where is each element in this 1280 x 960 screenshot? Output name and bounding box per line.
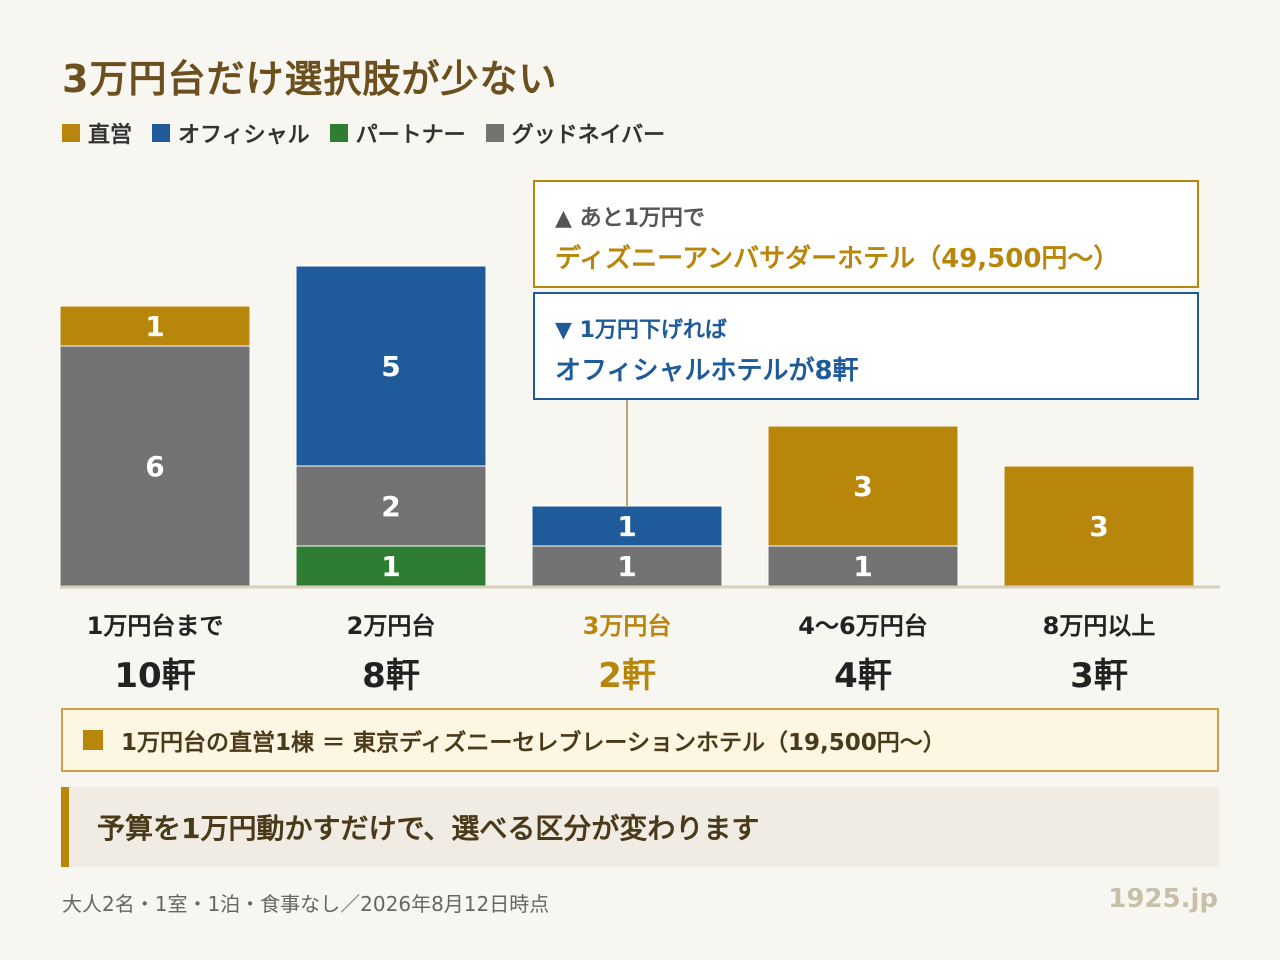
bar-segment <box>531 545 723 587</box>
note-box: 1万円台の直営1棟 ＝ 東京ディズニーセレブレーションホテル（19,500円〜） <box>61 708 1219 772</box>
legend-item-direct: 直営 <box>62 117 132 149</box>
callout-connector-line <box>626 400 628 507</box>
legend-label-good-neighbor: グッドネイバー <box>511 123 666 148</box>
bar-value-label: 1 <box>381 550 400 583</box>
legend-swatch-partner <box>329 124 348 142</box>
category-label: 2万円台 <box>346 612 436 640</box>
bar-segment <box>59 345 251 587</box>
bar-value-label: 3 <box>1089 510 1108 543</box>
bar-chart: 6 1 1 2 5 1 1 1 3 3 <box>59 265 1220 589</box>
bar-segment <box>531 505 723 547</box>
bar-value-label: 5 <box>381 350 400 383</box>
legend-swatch-good-neighbor <box>485 124 504 142</box>
chart-title: 3万円台だけ選択肢が少ない <box>62 57 558 101</box>
legend-label-direct: 直営 <box>88 123 133 148</box>
category-total: 4軒 <box>834 656 892 696</box>
callout-upgrade-detail: ディズニーアンバサダーホテル（49,500円〜） <box>555 244 1120 274</box>
legend-item-partner: パートナー <box>329 117 466 149</box>
bar-value-label: 1 <box>853 550 872 583</box>
category-label: 8万円以上 <box>1042 612 1156 640</box>
bar-value-label: 6 <box>145 450 164 483</box>
bar-value-label: 1 <box>617 550 636 583</box>
bar-value-label: 3 <box>853 470 872 503</box>
category-label: 3万円台 <box>582 612 672 640</box>
bar-segment <box>59 305 251 347</box>
legend-swatch-direct <box>62 124 80 142</box>
bar-segment <box>295 465 487 547</box>
bar-value-label: 1 <box>145 310 164 343</box>
legend-item-official: オフィシャル <box>152 117 310 149</box>
category-total: 8軒 <box>362 656 420 696</box>
callout-upgrade-heading: ▲ あと1万円で <box>555 206 705 231</box>
legend: 直営 オフィシャル パートナー グッドネイバー <box>62 118 665 148</box>
callout-downgrade-detail: オフィシャルホテルが8軒 <box>555 356 859 386</box>
category-total: 3軒 <box>1070 656 1128 696</box>
callout-upgrade: ▲ あと1万円で ディズニーアンバサダーホテル（49,500円〜） <box>533 180 1199 288</box>
bar-segment <box>1003 465 1195 587</box>
legend-item-good-neighbor: グッドネイバー <box>485 117 666 149</box>
callout-downgrade: ▼ 1万円下げれば オフィシャルホテルが8軒 <box>533 292 1199 400</box>
category-label: 1万円台まで <box>86 612 224 640</box>
legend-swatch-official <box>152 124 171 142</box>
category-total: 2軒 <box>598 656 656 696</box>
bar-value-label: 1 <box>617 510 636 543</box>
category-label: 4〜6万円台 <box>798 612 928 640</box>
category-total: 10軒 <box>114 656 196 696</box>
bar-segment <box>767 545 959 587</box>
footer-brand: 1925.jp <box>1108 884 1218 914</box>
legend-label-partner: パートナー <box>355 123 466 148</box>
note-text: 1万円台の直営1棟 ＝ 東京ディズニーセレブレーションホテル（19,500円〜） <box>121 730 946 756</box>
note-swatch-icon <box>83 730 103 750</box>
bar-value-label: 2 <box>381 490 400 523</box>
message-box: 予算を1万円動かすだけで、選べる区分が変わります <box>61 787 1219 867</box>
bar-segment <box>767 425 959 547</box>
bar-segment <box>295 265 487 467</box>
legend-label-official: オフィシャル <box>178 123 310 148</box>
message-text: 予算を1万円動かすだけで、選べる区分が変わります <box>97 812 760 845</box>
callout-downgrade-heading: ▼ 1万円下げれば <box>555 318 727 343</box>
footer-note: 大人2名・1室・1泊・食事なし／2026年8月12日時点 <box>62 892 550 916</box>
